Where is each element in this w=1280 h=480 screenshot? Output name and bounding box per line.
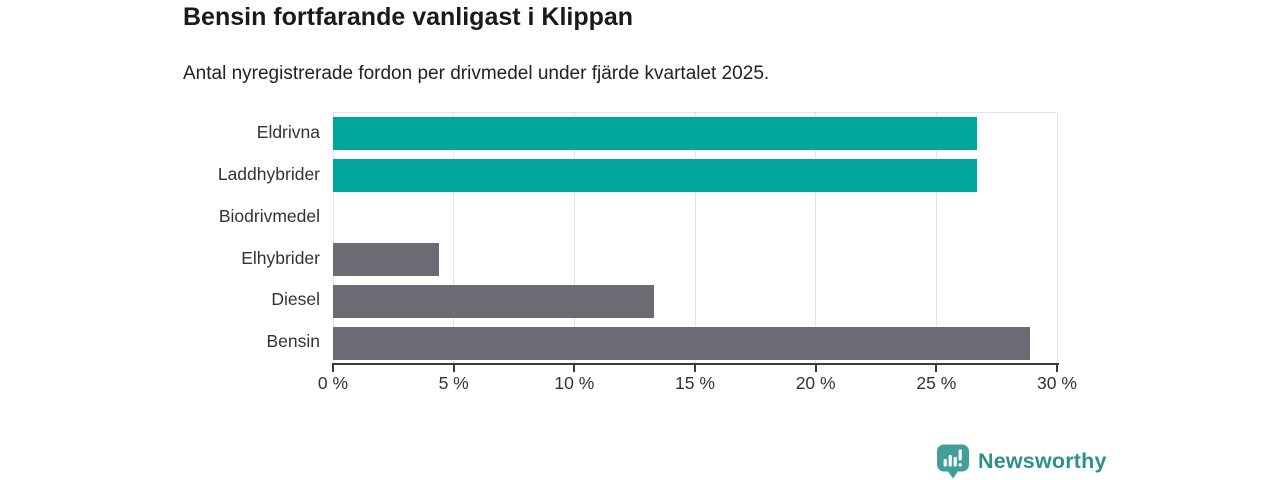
- category-label: Bensin: [266, 331, 320, 352]
- axis-tick: [935, 363, 938, 372]
- bar: [333, 326, 1031, 360]
- axis-tick: [1056, 363, 1058, 372]
- newsworthy-logo: Newsworthy: [936, 444, 1107, 479]
- category-labels: Eldrivna Laddhybrider Biodrivmedel Elhybrid…: [0, 112, 320, 363]
- chart-subtitle: Antal nyregistrerade fordon per drivmede…: [183, 63, 770, 84]
- axis-tick: [573, 363, 576, 372]
- axis-tick: [814, 363, 817, 372]
- bar: [333, 117, 978, 151]
- chart-title: Bensin fortfarande vanligast i Klippan: [183, 3, 634, 31]
- gridline: [573, 113, 575, 364]
- newsworthy-logo-icon: [937, 444, 969, 479]
- axis-tick-label: 30 %: [1037, 373, 1077, 393]
- category-label: Elhybrider: [241, 247, 320, 268]
- axis-tick-label: 15 %: [675, 373, 715, 393]
- axis-tick-label: 20 %: [795, 373, 836, 393]
- category-label: Biodrivmedel: [218, 205, 320, 226]
- axis-tick: [452, 363, 455, 372]
- bar: [333, 242, 440, 276]
- gridline: [935, 113, 937, 364]
- gridline: [815, 113, 817, 364]
- plot-area: [332, 112, 1058, 364]
- gridline: [694, 113, 696, 364]
- axis-tick-label: 10 %: [554, 373, 595, 393]
- bar: [333, 159, 978, 193]
- gridline: [1056, 113, 1058, 364]
- gridline: [453, 113, 455, 364]
- category-label: Laddhybrider: [217, 163, 320, 184]
- bar: [333, 284, 654, 318]
- axis-tick: [332, 363, 334, 372]
- category-label: Diesel: [271, 289, 320, 310]
- category-label: Eldrivna: [256, 122, 320, 142]
- gridline: [332, 113, 334, 364]
- axis-tick-label: 25 %: [916, 373, 957, 393]
- axis-tick-label: 5 %: [438, 373, 469, 393]
- axis-tick: [694, 363, 696, 372]
- newsworthy-brand-text: Newsworthy: [978, 449, 1107, 473]
- axis-tick-label: 0 %: [317, 373, 349, 393]
